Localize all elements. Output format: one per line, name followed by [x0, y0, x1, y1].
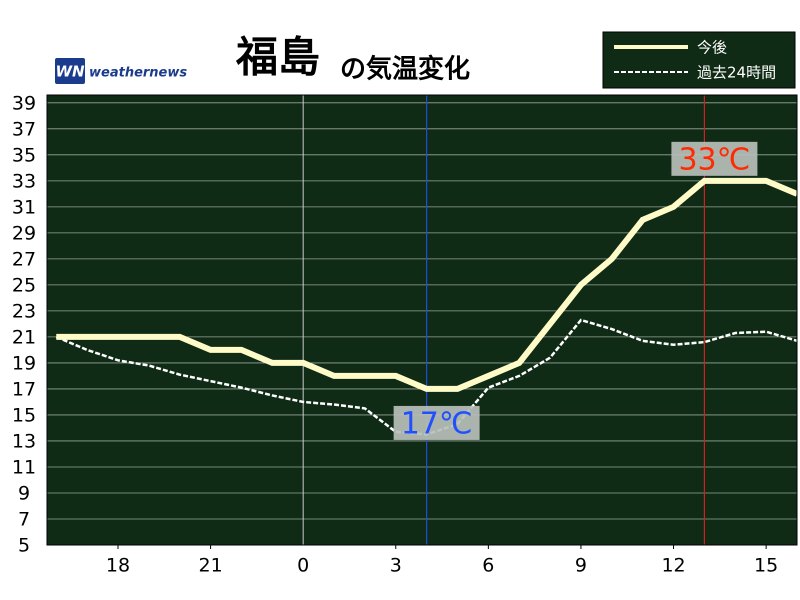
y-tick-label: 15	[12, 404, 36, 426]
legend-label: 今後	[697, 39, 727, 57]
x-tick-label: 0	[297, 555, 309, 577]
logo-box	[55, 58, 85, 84]
legend-label: 過去24時間	[697, 64, 776, 82]
y-tick-label: 17	[12, 378, 36, 400]
y-tick-label: 31	[12, 196, 36, 218]
x-tick-label: 6	[482, 555, 494, 577]
plot-border	[46, 94, 798, 546]
y-tick-label: 23	[12, 300, 36, 322]
annotation-box	[671, 141, 758, 176]
y-tick-label: 25	[12, 274, 36, 296]
x-tick-label: 3	[390, 555, 402, 577]
legend-box	[602, 31, 796, 89]
y-tick-label: 27	[12, 248, 36, 270]
title-sub: の気温変化	[340, 54, 470, 85]
y-tick-label: 21	[12, 326, 36, 348]
y-tick-label: 19	[12, 352, 36, 374]
title-main: 福島	[235, 33, 320, 82]
y-tick-label: 7	[18, 508, 30, 530]
y-tick-label: 37	[12, 118, 36, 140]
x-tick-label: 21	[198, 555, 222, 577]
y-tick-label: 13	[12, 430, 36, 452]
x-tick-label: 9	[575, 555, 587, 577]
y-tick-label: 35	[12, 144, 36, 166]
annotation-box	[393, 405, 480, 440]
logo-mark: WN	[55, 63, 85, 81]
y-tick-label: 5	[18, 535, 30, 557]
y-tick-label: 9	[18, 482, 30, 504]
series-line	[56, 177, 799, 392]
y-tick-label: 33	[12, 170, 36, 192]
x-tick-label: 15	[754, 555, 778, 577]
y-tick-label: 39	[12, 92, 36, 114]
x-tick-label: 12	[661, 555, 685, 577]
x-tick-label: 18	[106, 555, 130, 577]
y-tick-label: 29	[12, 222, 36, 244]
annotation-label: 17℃	[401, 406, 473, 441]
y-tick-label: 11	[12, 456, 36, 478]
annotation-label: 33℃	[678, 142, 750, 177]
logo-text: weathernews	[89, 66, 187, 81]
